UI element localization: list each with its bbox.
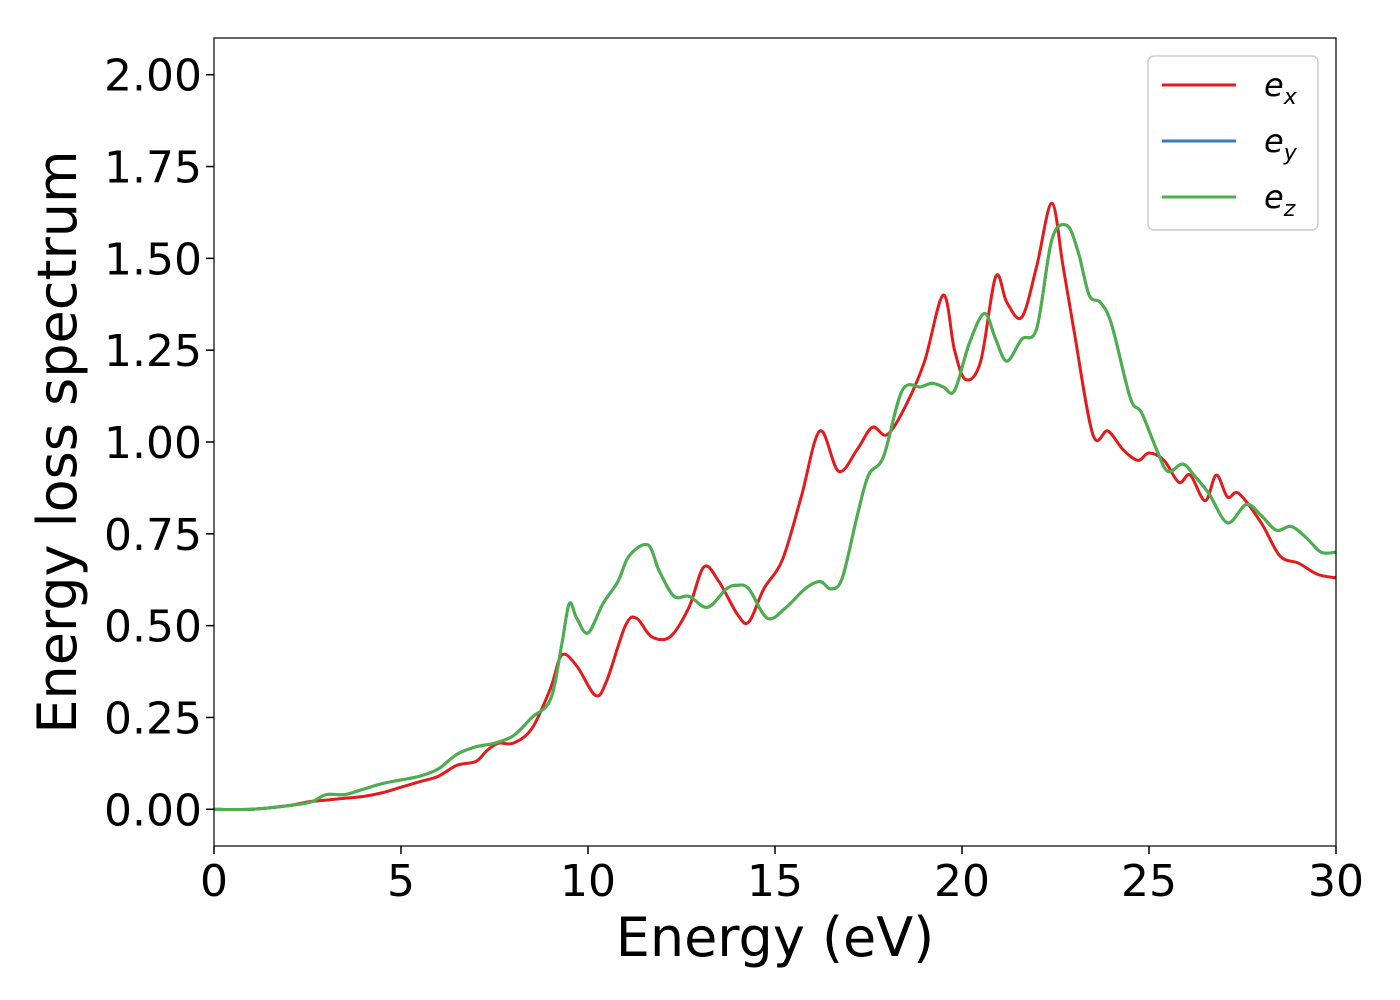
y-tick-label: 0.25 [104,693,202,744]
y-axis-label: Energy loss spectrum [26,150,89,733]
x-tick-label: 0 [200,856,228,907]
legend-label-e-y: ey [1264,122,1298,166]
legend-label-subscript: x [1283,85,1298,110]
legend-box [1147,55,1319,231]
x-axis-label: Energy (eV) [616,906,935,969]
legend-label-subscript: z [1283,197,1296,222]
x-tick-label: 15 [747,856,803,907]
y-tick-label: 2.00 [104,51,202,102]
x-tick-label: 10 [560,856,616,907]
y-tick-label: 1.50 [104,234,202,285]
series-line-e-x [214,201,1336,812]
y-tick-label: 1.00 [104,418,202,469]
x-tick-label: 5 [387,856,415,907]
series-line-e-z [214,222,1336,812]
x-tick-label: 30 [1308,856,1364,907]
legend-label-subscript: y [1283,141,1298,166]
x-tick-label: 20 [934,856,990,907]
y-tick-label: 1.25 [104,326,202,377]
y-tick-label: 0.00 [104,785,202,836]
series-layer [214,201,1336,812]
y-tick-label: 0.50 [104,602,202,653]
y-tick-label: 1.75 [104,143,202,194]
y-tick-label: 0.75 [104,510,202,561]
x-tick-label: 25 [1121,856,1177,907]
y-axis-ticks: 0.00 0.25 0.50 0.75 1.00 1.25 1.50 1.75 2.00 [104,51,214,836]
x-axis-ticks: 0 5 10 15 20 25 30 [200,846,1364,907]
